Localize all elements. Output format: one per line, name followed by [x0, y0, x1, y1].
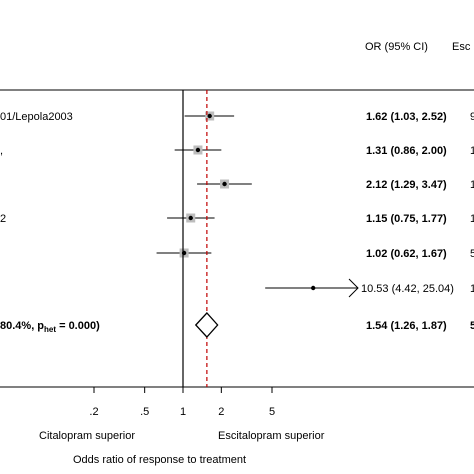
- overall-row: 80.4%, phet = 0.000) 1.54 (1.26, 1.87) 5: [0, 312, 474, 338]
- ci-text: 10.53 (4.42, 25.04): [361, 283, 454, 295]
- study-label: 2: [0, 213, 6, 225]
- x-axis-label: Odds ratio of response to treatment: [73, 454, 246, 466]
- study-label: 01/Lepola2003: [0, 111, 73, 123]
- study-row: 2.12 (1.29, 3.47) 1: [197, 179, 474, 191]
- ci-arrow: [348, 278, 359, 298]
- x-tick-label: .2: [89, 406, 98, 418]
- study-row: 1.02 (0.62, 1.67) 5: [156, 248, 474, 260]
- weight-text: 1: [470, 145, 474, 157]
- study-label: ,: [0, 145, 3, 157]
- or-column-header: OR (95% CI): [365, 41, 428, 53]
- study-row: 10.53 (4.42, 25.04) 1: [265, 278, 474, 298]
- x-tick-label: 2: [218, 406, 224, 418]
- study-row: 2 1.15 (0.75, 1.77) 1: [0, 213, 474, 225]
- x-tick-label: 5: [269, 406, 275, 418]
- overall-label: 80.4%, phet = 0.000): [0, 320, 100, 334]
- weight-text: 1: [470, 283, 474, 295]
- point-estimate: [310, 285, 316, 291]
- weight-text: 1: [470, 179, 474, 191]
- point-estimate: [188, 215, 193, 221]
- study-row: 01/Lepola2003 1.62 (1.03, 2.52) 9: [0, 111, 474, 123]
- ci-text: 2.12 (1.29, 3.47): [366, 179, 447, 191]
- study-row: , 1.31 (0.86, 2.00) 1: [0, 145, 474, 157]
- ci-text: 1.62 (1.03, 2.52): [366, 111, 447, 123]
- weight-column-header: Esc: [452, 41, 471, 53]
- ci-text: 1.15 (0.75, 1.77): [366, 213, 447, 225]
- point-estimate: [222, 181, 227, 187]
- weight-text: 1: [470, 213, 474, 225]
- weight-text: 5: [470, 248, 474, 260]
- right-annotation: Escitalopram superior: [218, 430, 325, 442]
- ci-text: 1.02 (0.62, 1.67): [366, 248, 447, 260]
- x-tick-label: 1: [180, 406, 186, 418]
- overall-ci-text: 1.54 (1.26, 1.87): [366, 320, 447, 332]
- left-annotation: Citalopram superior: [39, 430, 135, 442]
- point-estimate: [195, 147, 201, 153]
- overall-weight-text: 5: [470, 320, 474, 332]
- study-rows: 01/Lepola2003 1.62 (1.03, 2.52) 9, 1.31 (0.…: [0, 111, 474, 298]
- overall-diamond: [194, 312, 219, 338]
- x-tick-label: .5: [140, 406, 149, 418]
- x-axis-ticks: .2 .5 1 2 5: [89, 387, 275, 418]
- point-estimate: [207, 113, 212, 119]
- ci-text: 1.31 (0.86, 2.00): [366, 145, 447, 157]
- weight-text: 9: [470, 111, 474, 123]
